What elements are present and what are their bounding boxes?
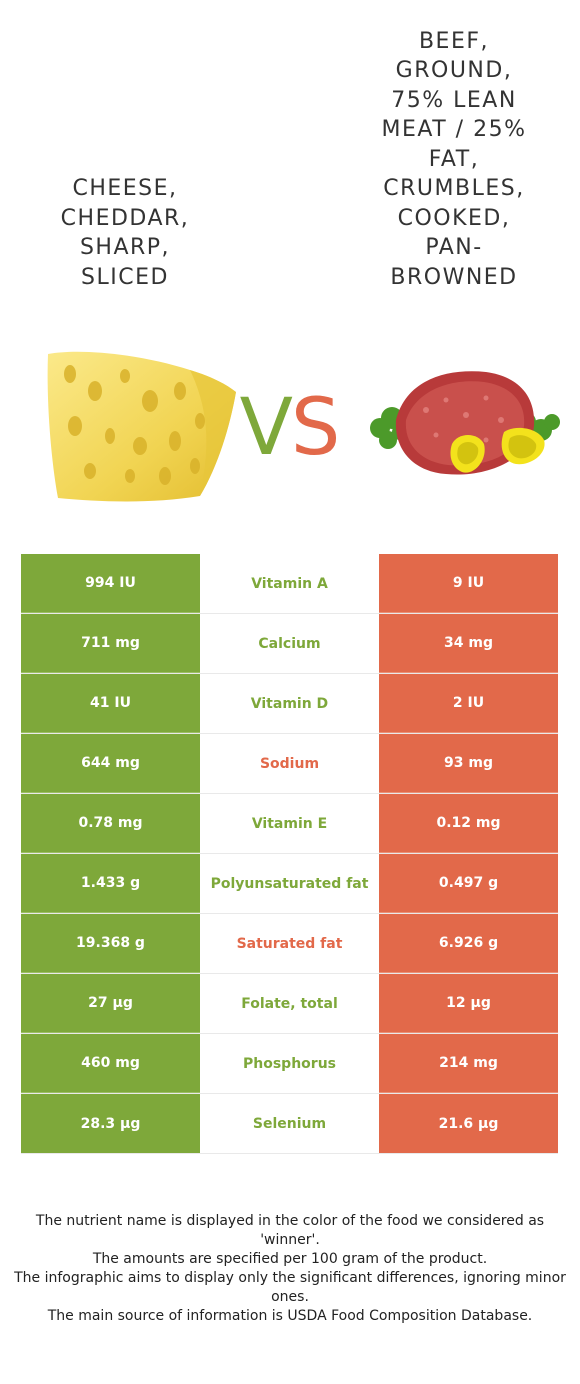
vs-v: V xyxy=(239,383,293,473)
left-food-value: 19.368 g xyxy=(21,914,200,973)
nutrient-name: Calcium xyxy=(200,614,379,673)
nutrient-name: Folate, total xyxy=(200,974,379,1033)
ground-beef-image xyxy=(370,371,560,475)
right-food-value: 93 mg xyxy=(379,734,558,793)
left-food-value: 644 mg xyxy=(21,734,200,793)
nutrient-name: Vitamin D xyxy=(200,674,379,733)
cheese-image xyxy=(47,351,236,502)
nutrient-name: Phosphorus xyxy=(200,1034,379,1093)
left-food-value: 27 µg xyxy=(21,974,200,1033)
table-row: 19.368 g Saturated fat 6.926 g xyxy=(21,914,558,974)
right-food-value: 12 µg xyxy=(379,974,558,1033)
right-food-value: 9 IU xyxy=(379,554,558,613)
left-food-value: 0.78 mg xyxy=(21,794,200,853)
footer-note-amounts: The amounts are specified per 100 gram o… xyxy=(92,1251,488,1267)
footer-note-differences: The infographic aims to display only the… xyxy=(14,1270,566,1305)
right-food-name: BEEF, GROUND, 75% LEAN MEAT / 25% FAT, C… xyxy=(381,28,527,290)
left-food-value: 711 mg xyxy=(21,614,200,673)
table-row: 0.78 mg Vitamin E 0.12 mg xyxy=(21,794,558,854)
footer-notes: The nutrient name is displayed in the co… xyxy=(10,1212,570,1326)
right-food-title: BEEF, GROUND, 75% LEAN MEAT / 25% FAT, C… xyxy=(373,0,535,310)
table-row: 28.3 µg Selenium 21.6 µg xyxy=(21,1094,558,1154)
right-food-value: 2 IU xyxy=(379,674,558,733)
vs-s: S xyxy=(290,383,340,473)
table-row: 1.433 g Polyunsaturated fat 0.497 g xyxy=(21,854,558,914)
left-food-value: 460 mg xyxy=(21,1034,200,1093)
footer-note-winner: The nutrient name is displayed in the co… xyxy=(35,1213,545,1248)
right-food-value: 214 mg xyxy=(379,1034,558,1093)
nutrient-name: Selenium xyxy=(200,1094,379,1153)
table-row: 711 mg Calcium 34 mg xyxy=(21,614,558,674)
table-row: 460 mg Phosphorus 214 mg xyxy=(21,1034,558,1094)
nutrient-name: Vitamin A xyxy=(200,554,379,613)
footer-note-source: The main source of information is USDA F… xyxy=(47,1308,533,1324)
nutrient-name: Saturated fat xyxy=(200,914,379,973)
right-food-value: 6.926 g xyxy=(379,914,558,973)
nutrient-name: Vitamin E xyxy=(200,794,379,853)
table-row: 27 µg Folate, total 12 µg xyxy=(21,974,558,1034)
left-food-name: CHEESE, CHEDDAR, SHARP, SLICED xyxy=(60,176,190,290)
left-food-value: 1.433 g xyxy=(21,854,200,913)
left-food-value: 994 IU xyxy=(21,554,200,613)
left-food-title: CHEESE, CHEDDAR, SHARP, SLICED xyxy=(45,0,205,310)
left-food-value: 28.3 µg xyxy=(21,1094,200,1153)
right-food-value: 34 mg xyxy=(379,614,558,673)
nutrient-name: Polyunsaturated fat xyxy=(200,854,379,913)
right-food-value: 0.497 g xyxy=(379,854,558,913)
right-food-value: 0.12 mg xyxy=(379,794,558,853)
table-row: 644 mg Sodium 93 mg xyxy=(21,734,558,794)
vs-label: VS xyxy=(226,378,352,478)
nutrient-name: Sodium xyxy=(200,734,379,793)
right-food-value: 21.6 µg xyxy=(379,1094,558,1153)
left-food-value: 41 IU xyxy=(21,674,200,733)
